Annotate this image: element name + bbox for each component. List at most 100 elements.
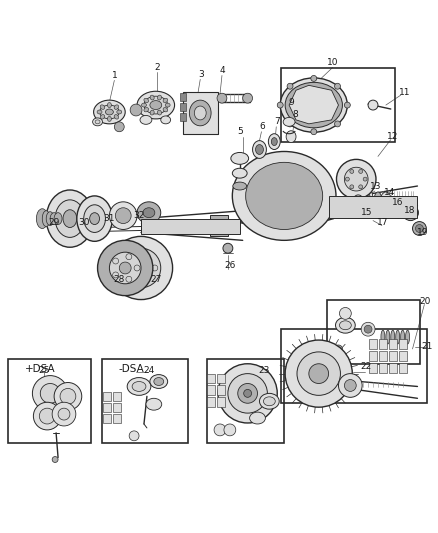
Ellipse shape — [399, 198, 413, 217]
Ellipse shape — [144, 98, 148, 102]
Circle shape — [368, 100, 378, 110]
Ellipse shape — [143, 208, 155, 217]
Bar — [328, 196, 417, 217]
Ellipse shape — [107, 103, 111, 108]
Circle shape — [218, 364, 277, 423]
Circle shape — [142, 278, 148, 284]
Circle shape — [311, 76, 317, 82]
Polygon shape — [289, 85, 339, 124]
Ellipse shape — [304, 97, 324, 113]
Ellipse shape — [163, 108, 168, 112]
Circle shape — [114, 122, 124, 132]
Circle shape — [217, 93, 227, 103]
Ellipse shape — [54, 213, 62, 224]
Bar — [103, 392, 111, 401]
Circle shape — [152, 265, 158, 271]
Bar — [103, 414, 111, 423]
Ellipse shape — [99, 105, 119, 119]
Circle shape — [244, 390, 251, 397]
Text: 22: 22 — [360, 362, 372, 371]
Ellipse shape — [127, 377, 151, 395]
Text: 23: 23 — [259, 366, 270, 375]
Circle shape — [32, 376, 68, 411]
Bar — [369, 351, 377, 361]
Text: 31: 31 — [104, 214, 115, 223]
Text: 6: 6 — [260, 122, 265, 131]
Bar — [8, 359, 91, 443]
Ellipse shape — [50, 213, 58, 224]
Circle shape — [110, 252, 141, 284]
Circle shape — [113, 272, 119, 278]
Text: 8: 8 — [292, 110, 298, 119]
Text: 9: 9 — [288, 98, 294, 107]
Circle shape — [364, 325, 372, 333]
Circle shape — [52, 402, 76, 426]
Circle shape — [110, 237, 173, 300]
Bar — [184, 92, 218, 134]
Bar — [207, 385, 215, 395]
Ellipse shape — [348, 189, 353, 203]
Circle shape — [287, 83, 293, 89]
Ellipse shape — [402, 203, 409, 213]
Ellipse shape — [132, 382, 146, 391]
Circle shape — [52, 457, 58, 463]
Circle shape — [121, 248, 161, 288]
Ellipse shape — [90, 213, 99, 224]
Text: 30: 30 — [78, 218, 89, 227]
Circle shape — [127, 273, 133, 279]
Ellipse shape — [63, 209, 77, 228]
Ellipse shape — [189, 100, 211, 126]
Text: 5: 5 — [237, 127, 243, 136]
Circle shape — [311, 129, 317, 135]
Bar — [207, 374, 215, 384]
Bar — [379, 339, 387, 349]
Bar — [207, 397, 215, 407]
Ellipse shape — [144, 96, 168, 114]
Bar — [217, 374, 225, 384]
Circle shape — [413, 222, 426, 236]
Ellipse shape — [296, 90, 332, 120]
Bar — [217, 385, 225, 395]
Circle shape — [287, 121, 293, 127]
Ellipse shape — [46, 212, 54, 225]
Circle shape — [350, 169, 354, 173]
Circle shape — [60, 389, 76, 404]
Text: 27: 27 — [150, 276, 162, 284]
Text: 19: 19 — [417, 228, 428, 237]
Ellipse shape — [376, 196, 380, 205]
Circle shape — [339, 308, 351, 319]
Ellipse shape — [97, 110, 102, 114]
Text: 29: 29 — [49, 218, 60, 227]
Circle shape — [130, 104, 142, 116]
Ellipse shape — [154, 377, 164, 385]
Text: -DSA: -DSA — [118, 364, 144, 374]
Ellipse shape — [283, 117, 295, 126]
Circle shape — [39, 408, 55, 424]
Ellipse shape — [246, 163, 323, 230]
Bar — [399, 363, 406, 373]
Ellipse shape — [374, 192, 382, 209]
Circle shape — [285, 340, 352, 407]
Bar — [389, 339, 397, 349]
Ellipse shape — [363, 189, 373, 209]
Bar — [113, 403, 121, 412]
Ellipse shape — [141, 103, 146, 107]
Text: 12: 12 — [387, 132, 399, 141]
Ellipse shape — [406, 330, 410, 344]
Text: 25: 25 — [39, 366, 50, 375]
Circle shape — [134, 265, 140, 271]
Bar — [369, 363, 377, 373]
Ellipse shape — [157, 110, 162, 115]
Ellipse shape — [403, 205, 418, 221]
Ellipse shape — [358, 192, 362, 203]
Text: 14: 14 — [384, 189, 396, 197]
Ellipse shape — [36, 209, 48, 229]
Bar — [180, 113, 187, 121]
Ellipse shape — [231, 152, 249, 164]
Ellipse shape — [233, 182, 247, 190]
Ellipse shape — [137, 91, 175, 119]
Ellipse shape — [396, 201, 400, 210]
Ellipse shape — [263, 397, 275, 406]
Bar — [281, 68, 395, 142]
Bar — [379, 351, 387, 361]
